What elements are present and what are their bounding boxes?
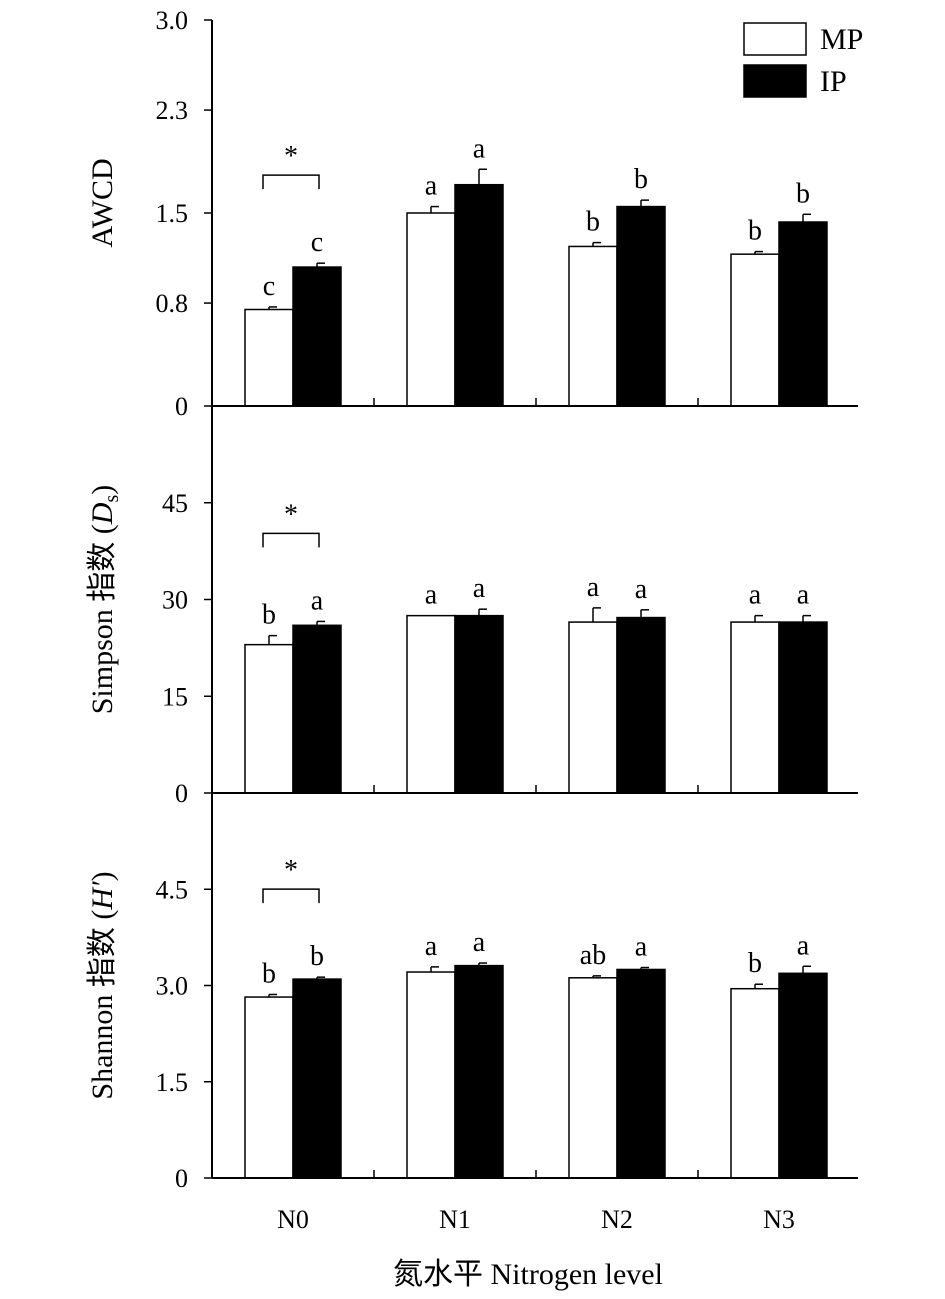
bar-ip-n1: [454, 614, 504, 794]
significance-letter: a: [797, 580, 810, 611]
significance-letter: b: [748, 216, 762, 247]
significance-letter: b: [262, 600, 276, 631]
significance-star: *: [284, 141, 298, 172]
legend-label-ip: IP: [820, 65, 847, 98]
significance-letter: b: [586, 207, 600, 238]
y-tick-label: 0: [175, 779, 188, 808]
bar-ip-n1: [454, 183, 504, 407]
bar-mp-n0: [244, 308, 294, 407]
significance-letter: c: [311, 227, 323, 258]
bar-mp-n2: [568, 621, 618, 794]
y-tick-label: 4.5: [156, 875, 189, 904]
y-tick-label: 0: [175, 1164, 188, 1193]
bar-ip-n2: [616, 968, 666, 1179]
y-tick-label: 1.5: [156, 199, 189, 228]
y-tick-label: 30: [162, 586, 188, 615]
bar-mp-n0: [244, 996, 294, 1179]
x-tick-label: N0: [277, 1205, 309, 1234]
panel-1: c a b b c a b b * 3.0 2.3 1.5 0.8 0 AWCD: [86, 6, 858, 421]
y-axis-title: Shannon 指数 (H′): [86, 871, 119, 1099]
bar-ip-n0: [292, 978, 342, 1179]
significance-bracket: [262, 174, 320, 190]
bar-mp-n1: [406, 971, 456, 1179]
significance-letter: b: [748, 948, 762, 979]
bar-ip-n0: [292, 624, 342, 794]
bar-ip-n3: [778, 221, 828, 407]
bar-ip-n2: [616, 616, 666, 794]
y-tick-label: 3.0: [156, 6, 189, 35]
significance-letter: b: [262, 958, 276, 989]
significance-letter: b: [796, 178, 810, 209]
significance-star: *: [284, 855, 298, 886]
bar-mp-n3: [730, 621, 780, 794]
significance-bracket: [262, 532, 320, 548]
significance-letter: c: [263, 271, 275, 302]
bar-ip-n3: [778, 972, 828, 1179]
significance-letter: a: [425, 931, 438, 962]
y-axis-title: Simpson 指数 (Ds): [86, 485, 123, 715]
legend-label-mp: MP: [820, 23, 863, 56]
significance-letter: b: [310, 941, 324, 972]
significance-letter: a: [473, 927, 486, 958]
bar-mp-n3: [730, 253, 780, 407]
panel-2: b a a a a a a a * 45 30 15 0 Simpson 指数 (Ds): [86, 406, 858, 808]
significance-letter: a: [311, 585, 324, 616]
significance-letter: a: [635, 932, 648, 963]
y-tick-label: 15: [162, 682, 188, 711]
significance-letter: a: [425, 580, 438, 611]
y-tick-label: 0: [175, 392, 188, 421]
significance-letter: a: [797, 930, 810, 961]
significance-letter: ab: [580, 940, 606, 971]
significance-letter: a: [473, 573, 486, 604]
x-tick-label: N1: [439, 1205, 471, 1234]
y-tick-label: 45: [162, 489, 188, 518]
bar-mp-n3: [730, 987, 780, 1179]
significance-letter: a: [425, 171, 438, 202]
bar-mp-n2: [568, 245, 618, 407]
y-axis-title: AWCD: [86, 158, 119, 247]
significance-letter: b: [634, 164, 648, 195]
bar-mp-n0: [244, 643, 294, 794]
y-tick-label: 2.3: [156, 96, 189, 125]
significance-letter: a: [635, 574, 648, 605]
significance-letter: a: [587, 572, 600, 603]
y-tick-label: 0.8: [156, 289, 189, 318]
bar-ip-n1: [454, 964, 504, 1179]
legend-swatch-ip: [743, 64, 807, 98]
bar-mp-n1: [406, 614, 456, 794]
y-tick-label: 1.5: [156, 1068, 189, 1097]
significance-bracket: [262, 888, 320, 904]
x-tick-label: N2: [601, 1205, 633, 1234]
significance-letter: a: [749, 580, 762, 611]
x-axis-title: 氮水平 Nitrogen level: [393, 1258, 663, 1291]
bar-ip-n2: [616, 205, 666, 407]
bar-ip-n0: [292, 266, 342, 407]
legend: MP IP: [743, 22, 863, 98]
bar-ip-n3: [778, 621, 828, 794]
significance-star: *: [284, 499, 298, 530]
x-tick-label: N3: [763, 1205, 795, 1234]
bar-mp-n2: [568, 977, 618, 1179]
legend-swatch-mp: [743, 22, 807, 56]
bar-mp-n1: [406, 212, 456, 407]
y-tick-label: 3.0: [156, 972, 189, 1001]
significance-letter: a: [473, 133, 486, 164]
